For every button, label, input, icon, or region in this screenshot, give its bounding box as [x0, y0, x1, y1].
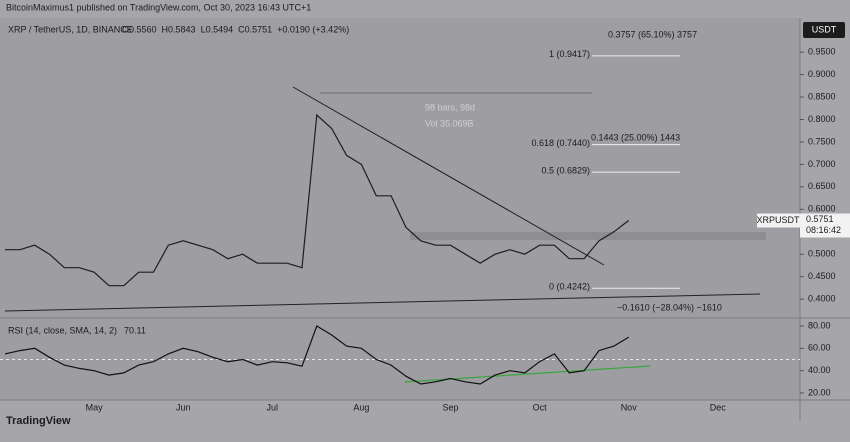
x-tick-label: Nov: [621, 402, 638, 412]
fib-label: 0.5 (0.6829): [541, 165, 590, 175]
currency: USDT: [812, 24, 837, 34]
footer-brand: TradingView: [6, 415, 71, 427]
trendline: [292, 86, 605, 266]
y-tick-label: 20.00: [808, 387, 831, 397]
y-tick-label: 0.7500: [808, 136, 836, 146]
measure-bars: 98 bars, 98d: [425, 102, 475, 112]
legend-value: L0.5494: [201, 24, 234, 34]
y-tick-label: 0.4500: [808, 271, 836, 281]
legend-value: H0.5843: [162, 24, 196, 34]
y-tick-label: 0.6000: [808, 204, 836, 214]
x-tick-label: Oct: [533, 402, 548, 412]
y-tick-label: 0.9500: [808, 47, 836, 57]
countdown: 08:16:42: [806, 225, 841, 235]
x-tick-label: May: [86, 402, 104, 412]
currency-box: [803, 22, 845, 38]
legend-value: O0.5560: [122, 24, 157, 34]
fib-label: 0.618 (0.7440): [531, 138, 590, 148]
fib-range-mid: 0.1443 (25.00%) 1443: [591, 132, 680, 142]
y-tick-label: 80.00: [808, 320, 831, 330]
last-price: 0.5751: [806, 214, 834, 224]
y-tick-label: 60.00: [808, 343, 831, 353]
x-tick-label: Dec: [710, 402, 727, 412]
x-tick-label: Sep: [442, 402, 458, 412]
x-tick-label: Jun: [176, 402, 191, 412]
plot-area: [0, 18, 800, 400]
fib-label: 0 (0.4242): [549, 282, 590, 292]
legend-title: RSI (14, close, SMA, 14, 2): [8, 325, 117, 335]
support-line: [4, 293, 761, 312]
range-zone: [410, 232, 766, 240]
x-tick-label: Aug: [353, 402, 369, 412]
y-tick-label: 0.4000: [808, 294, 836, 304]
measure-volume: Vol 35.069B: [425, 118, 474, 128]
series-name-box: [757, 213, 800, 228]
y-tick-label: 0.8500: [808, 91, 836, 101]
legend-value: +0.0190 (+3.42%): [277, 24, 349, 34]
x-tick-label: Jul: [267, 402, 279, 412]
fib-label: 1 (0.9417): [549, 49, 590, 59]
rsi-line: [4, 325, 630, 385]
fib-range-top: 0.3757 (65.10%) 3757: [608, 29, 697, 39]
y-tick-label: 0.5000: [808, 249, 836, 259]
y-tick-label: 40.00: [808, 365, 831, 375]
series-name: XRPUSDT: [756, 215, 800, 225]
legend-title: XRP / TetherUS, 1D, BINANCE: [8, 24, 133, 34]
price-box: [800, 213, 850, 238]
legend-value: 70.11: [124, 325, 146, 335]
price-line: [5, 113, 630, 287]
legend-value: C0.5751: [238, 24, 272, 34]
y-tick-label: 0.8000: [808, 114, 836, 124]
publisher: BitcoinMaximus1 published on TradingView…: [6, 2, 311, 12]
y-tick-label: 0.9000: [808, 69, 836, 79]
fib-range-low: −0.1610 (−28.04%) −1610: [617, 302, 722, 312]
y-tick-label: 0.7000: [808, 159, 836, 169]
y-tick-label: 0.6500: [808, 181, 836, 191]
